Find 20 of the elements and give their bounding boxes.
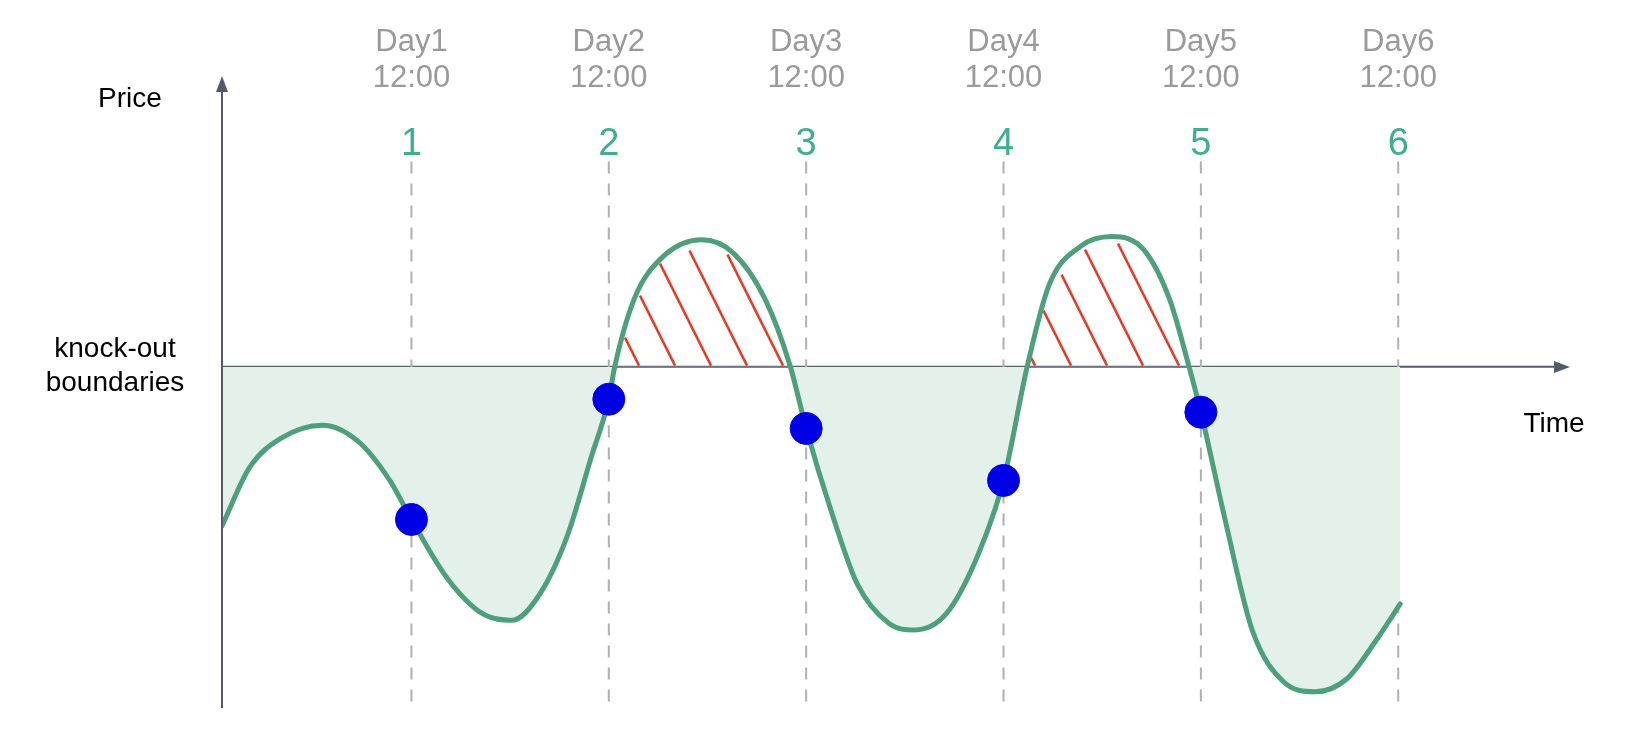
x-axis-title: Time xyxy=(1523,407,1585,439)
ref-line-label: Day5 12:00 xyxy=(1162,22,1240,94)
point xyxy=(394,502,428,536)
ref-line-label: Day4 12:00 xyxy=(964,22,1043,94)
point xyxy=(987,463,1021,497)
x-tick-label: 1 xyxy=(400,121,423,164)
ref-line-label: Day6 12:00 xyxy=(1359,22,1438,94)
ref-line-label: knock-out boundaries xyxy=(45,332,185,398)
x-tick-label: 6 xyxy=(1387,121,1409,164)
x-tick-label: 4 xyxy=(992,121,1015,164)
y-axis-title: Price xyxy=(98,81,162,113)
ref-line-label: Day2 12:00 xyxy=(570,22,648,94)
point xyxy=(789,411,823,445)
x-tick-label: 3 xyxy=(795,121,817,164)
point xyxy=(1184,395,1218,429)
x-tick-label: 2 xyxy=(598,121,620,164)
ref-line-label: Day1 12:00 xyxy=(372,22,451,94)
point xyxy=(592,382,626,416)
x-tick-label: 5 xyxy=(1190,121,1212,164)
ref-line-label: Day3 12:00 xyxy=(767,22,845,94)
